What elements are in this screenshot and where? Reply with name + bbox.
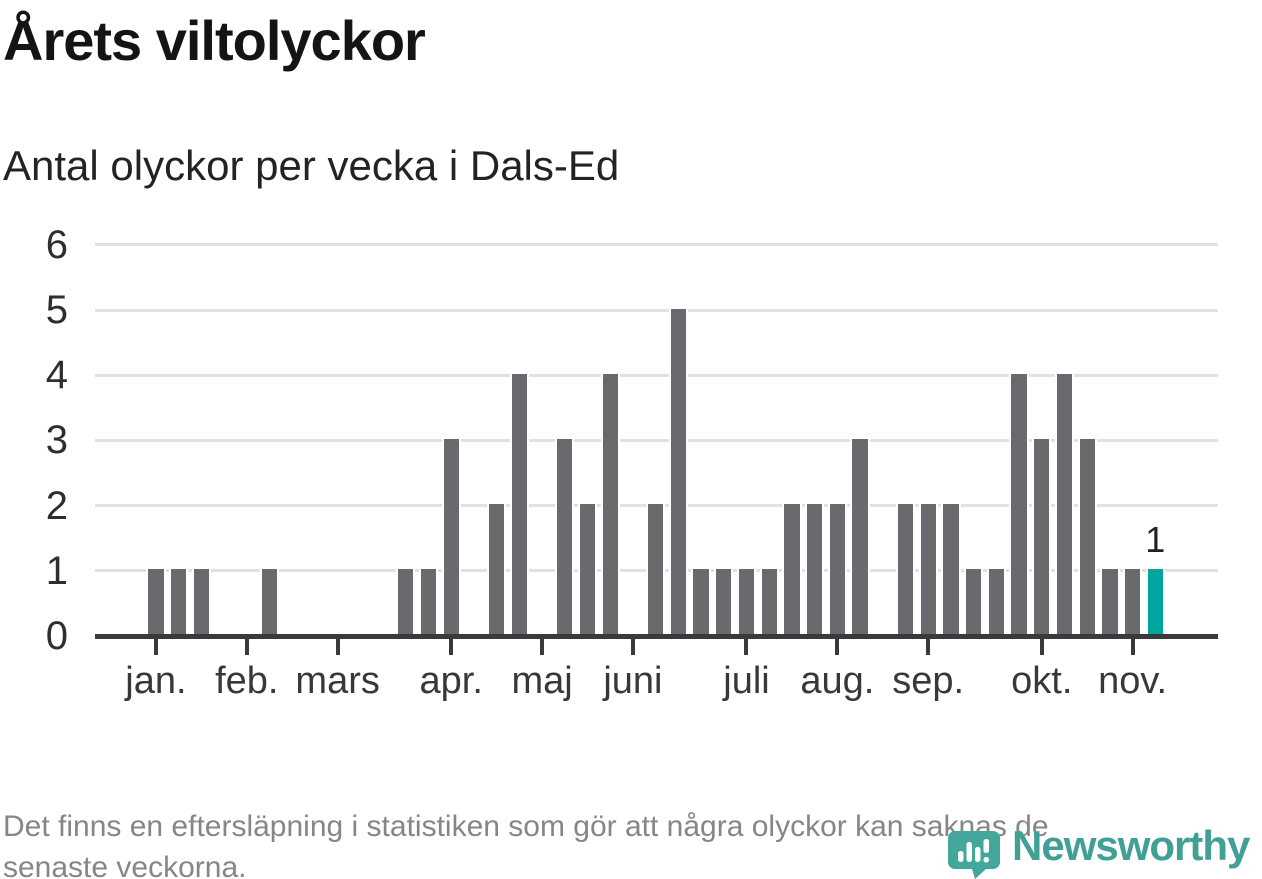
bar — [259, 569, 280, 636]
bar — [645, 504, 666, 636]
bar — [895, 504, 916, 636]
bar — [668, 308, 688, 636]
bar — [918, 504, 938, 636]
bar-highlighted — [1145, 569, 1165, 636]
gridline — [95, 308, 1218, 312]
x-tick-label: maj — [511, 660, 573, 702]
bar — [804, 504, 825, 636]
y-tick-label: 6 — [45, 222, 68, 267]
bar — [600, 373, 620, 636]
x-tick-label: mars — [295, 660, 380, 702]
bar — [418, 569, 439, 636]
bar — [827, 504, 847, 636]
x-tick-label: sep. — [892, 660, 965, 702]
gridline — [95, 373, 1218, 377]
footer-note-line2: senaste veckorna. — [3, 851, 247, 879]
bar — [396, 569, 416, 636]
bar — [1100, 569, 1120, 636]
x-axis-tick — [244, 638, 249, 655]
x-axis-tick — [1130, 638, 1135, 655]
bar — [191, 569, 212, 636]
bar — [555, 438, 575, 636]
bar — [736, 569, 757, 636]
newsworthy-logo: Newsworthy — [948, 820, 1260, 879]
x-axis-tick — [744, 638, 749, 655]
bar — [941, 504, 961, 636]
footer-note-line1: Det finns en eftersläpning i statistiken… — [3, 810, 1049, 843]
x-axis-tick — [153, 638, 158, 655]
bar — [986, 569, 1006, 636]
footer-note: Det finns en eftersläpning i statistiken… — [3, 806, 1049, 879]
bar — [850, 438, 870, 636]
newsworthy-pin-icon — [948, 831, 1000, 879]
x-axis-tick — [335, 638, 340, 655]
x-axis-tick — [540, 638, 545, 655]
bar — [486, 504, 507, 636]
chart-title: Årets viltolyckor — [3, 9, 426, 72]
bar — [169, 569, 189, 636]
x-tick-label: jan. — [125, 660, 187, 702]
bar — [759, 569, 779, 636]
bar — [714, 569, 734, 636]
y-tick-label: 5 — [45, 288, 68, 332]
gridline — [95, 438, 1218, 442]
x-tick-label: juni — [603, 660, 663, 702]
y-tick-label: 0 — [45, 614, 68, 658]
x-tick-label: aug. — [800, 660, 875, 702]
bar — [1032, 438, 1052, 636]
x-tick-label: feb. — [215, 660, 279, 702]
y-tick-label: 2 — [45, 483, 68, 528]
x-axis-line — [95, 633, 1218, 639]
chart-subtitle: Antal olyckor per vecka i Dals-Ed — [3, 142, 620, 189]
bar — [963, 569, 984, 636]
x-tick-label: juli — [723, 660, 770, 702]
bar — [146, 569, 166, 636]
y-tick-label: 4 — [45, 353, 68, 398]
bar — [1077, 438, 1097, 636]
bar — [782, 504, 802, 636]
bar — [509, 373, 529, 636]
bar — [1122, 569, 1143, 636]
bar — [441, 438, 461, 636]
x-axis-tick — [449, 638, 454, 655]
x-axis-tick — [835, 638, 840, 655]
bar — [577, 504, 598, 636]
x-tick-label: okt. — [1011, 660, 1073, 702]
x-axis-tick — [1039, 638, 1044, 655]
bar — [1054, 373, 1075, 636]
x-tick-label: apr. — [419, 660, 483, 702]
y-tick-label: 1 — [45, 548, 68, 593]
x-axis-tick — [926, 638, 931, 655]
x-axis-tick — [630, 638, 635, 655]
bar-value-label: 1 — [1145, 518, 1166, 560]
bar — [1009, 373, 1029, 636]
x-tick-label: nov. — [1098, 660, 1168, 702]
gridline — [95, 243, 1218, 247]
y-tick-label: 3 — [45, 418, 68, 463]
bar — [691, 569, 711, 636]
newsworthy-wordmark: Newsworthy — [1012, 822, 1250, 869]
